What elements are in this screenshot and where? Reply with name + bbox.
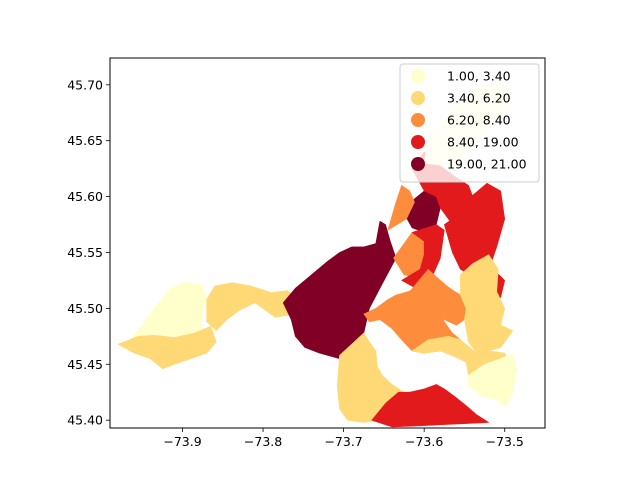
legend-label: 19.00, 21.00 [447,157,527,172]
legend-label: 3.40, 6.20 [447,91,511,106]
region-17 [468,352,518,408]
x-tick-label: −73.8 [244,434,282,449]
y-axis-ticks: 45.40 45.45 45.50 45.55 45.60 45.65 45.70 [67,77,110,428]
legend-marker [411,113,425,127]
y-tick-label: 45.70 [67,77,103,92]
region-14 [460,254,514,354]
y-tick-label: 45.50 [67,301,103,316]
legend-label: 6.20, 8.40 [447,113,511,128]
region-18 [371,384,489,428]
y-tick-label: 45.40 [67,413,103,428]
x-tick-label: −73.6 [405,434,443,449]
legend-box [399,63,540,183]
y-tick-label: 45.45 [67,357,103,372]
region-3 [282,220,397,360]
axes-frame [109,57,546,429]
y-tick-label: 45.65 [67,133,103,148]
x-tick-label: −73.5 [486,434,524,449]
legend-marker [411,69,425,83]
region-5 [387,185,415,231]
legend-marker [411,157,425,171]
y-tick-label: 45.55 [67,245,103,260]
legend: 1.00, 3.40 3.40, 6.20 6.20, 8.40 8.40, 19.0… [399,63,540,183]
x-tick-label: −73.7 [324,434,362,449]
x-tick-label: −73.9 [163,434,201,449]
legend-marker [411,91,425,105]
legend-label: 8.40, 19.00 [447,135,519,150]
legend-marker [411,135,425,149]
y-tick-label: 45.60 [67,189,103,204]
x-axis-ticks: −73.9 −73.8 −73.7 −73.6 −73.5 [163,428,524,449]
region-1 [117,325,217,370]
legend-label: 1.00, 3.40 [447,69,511,84]
